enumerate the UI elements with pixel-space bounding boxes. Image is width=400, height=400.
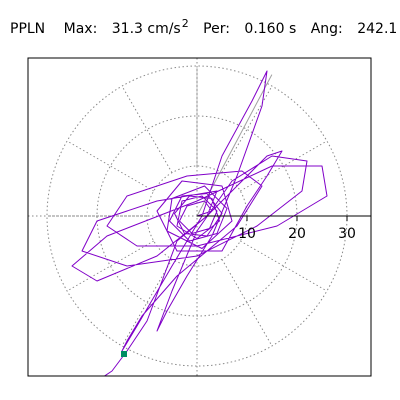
radial-tick-label-20: 20 <box>288 226 306 242</box>
radial-tick-label-10: 10 <box>238 226 256 242</box>
motion-trace-series-0 <box>71 70 328 376</box>
period-label: Per: <box>203 21 230 37</box>
grid-spoke-120 <box>121 85 173 173</box>
max-value: 31.3 cm/s <box>111 21 181 37</box>
grid-spoke-300 <box>221 259 273 347</box>
max-point-marker <box>121 351 127 357</box>
grid-spoke-150 <box>66 140 154 192</box>
period-value: 0.160 s <box>244 21 297 37</box>
max-label: Max: <box>63 21 98 37</box>
radial-axis: 10 20 30 <box>197 215 371 242</box>
radial-tick-label-30: 30 <box>338 226 356 242</box>
station-name: PPLN <box>10 21 46 37</box>
max-unit-superscript: 2 <box>181 17 189 30</box>
angle-label: Ang: <box>310 21 343 37</box>
grid-spoke-60 <box>221 85 273 173</box>
grid-spoke-330 <box>240 240 328 292</box>
grid-spoke-210 <box>66 240 154 292</box>
grid-spoke-30 <box>240 140 328 192</box>
plot-frame <box>27 57 372 377</box>
polar-grid <box>28 58 348 376</box>
angle-value: 242.1 <box>357 21 398 37</box>
trace-layer <box>71 70 328 376</box>
grid-spoke-240 <box>121 259 173 347</box>
header-bar: PPLN Max: 31.3 cm/s2 Per: 0.160 s Ang: 2… <box>10 17 398 40</box>
